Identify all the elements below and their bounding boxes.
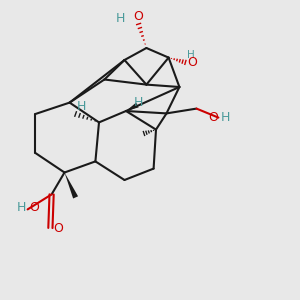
Text: H: H bbox=[77, 100, 86, 113]
Text: H: H bbox=[187, 50, 195, 60]
Text: H: H bbox=[134, 95, 143, 109]
Polygon shape bbox=[126, 103, 139, 111]
Text: H: H bbox=[221, 111, 230, 124]
Text: O: O bbox=[53, 221, 63, 235]
Text: O: O bbox=[208, 111, 218, 124]
Polygon shape bbox=[64, 172, 78, 199]
Text: H: H bbox=[17, 201, 26, 214]
Text: O: O bbox=[134, 10, 143, 22]
Text: O: O bbox=[29, 201, 39, 214]
Text: O: O bbox=[187, 56, 197, 69]
Text: H: H bbox=[116, 11, 125, 25]
